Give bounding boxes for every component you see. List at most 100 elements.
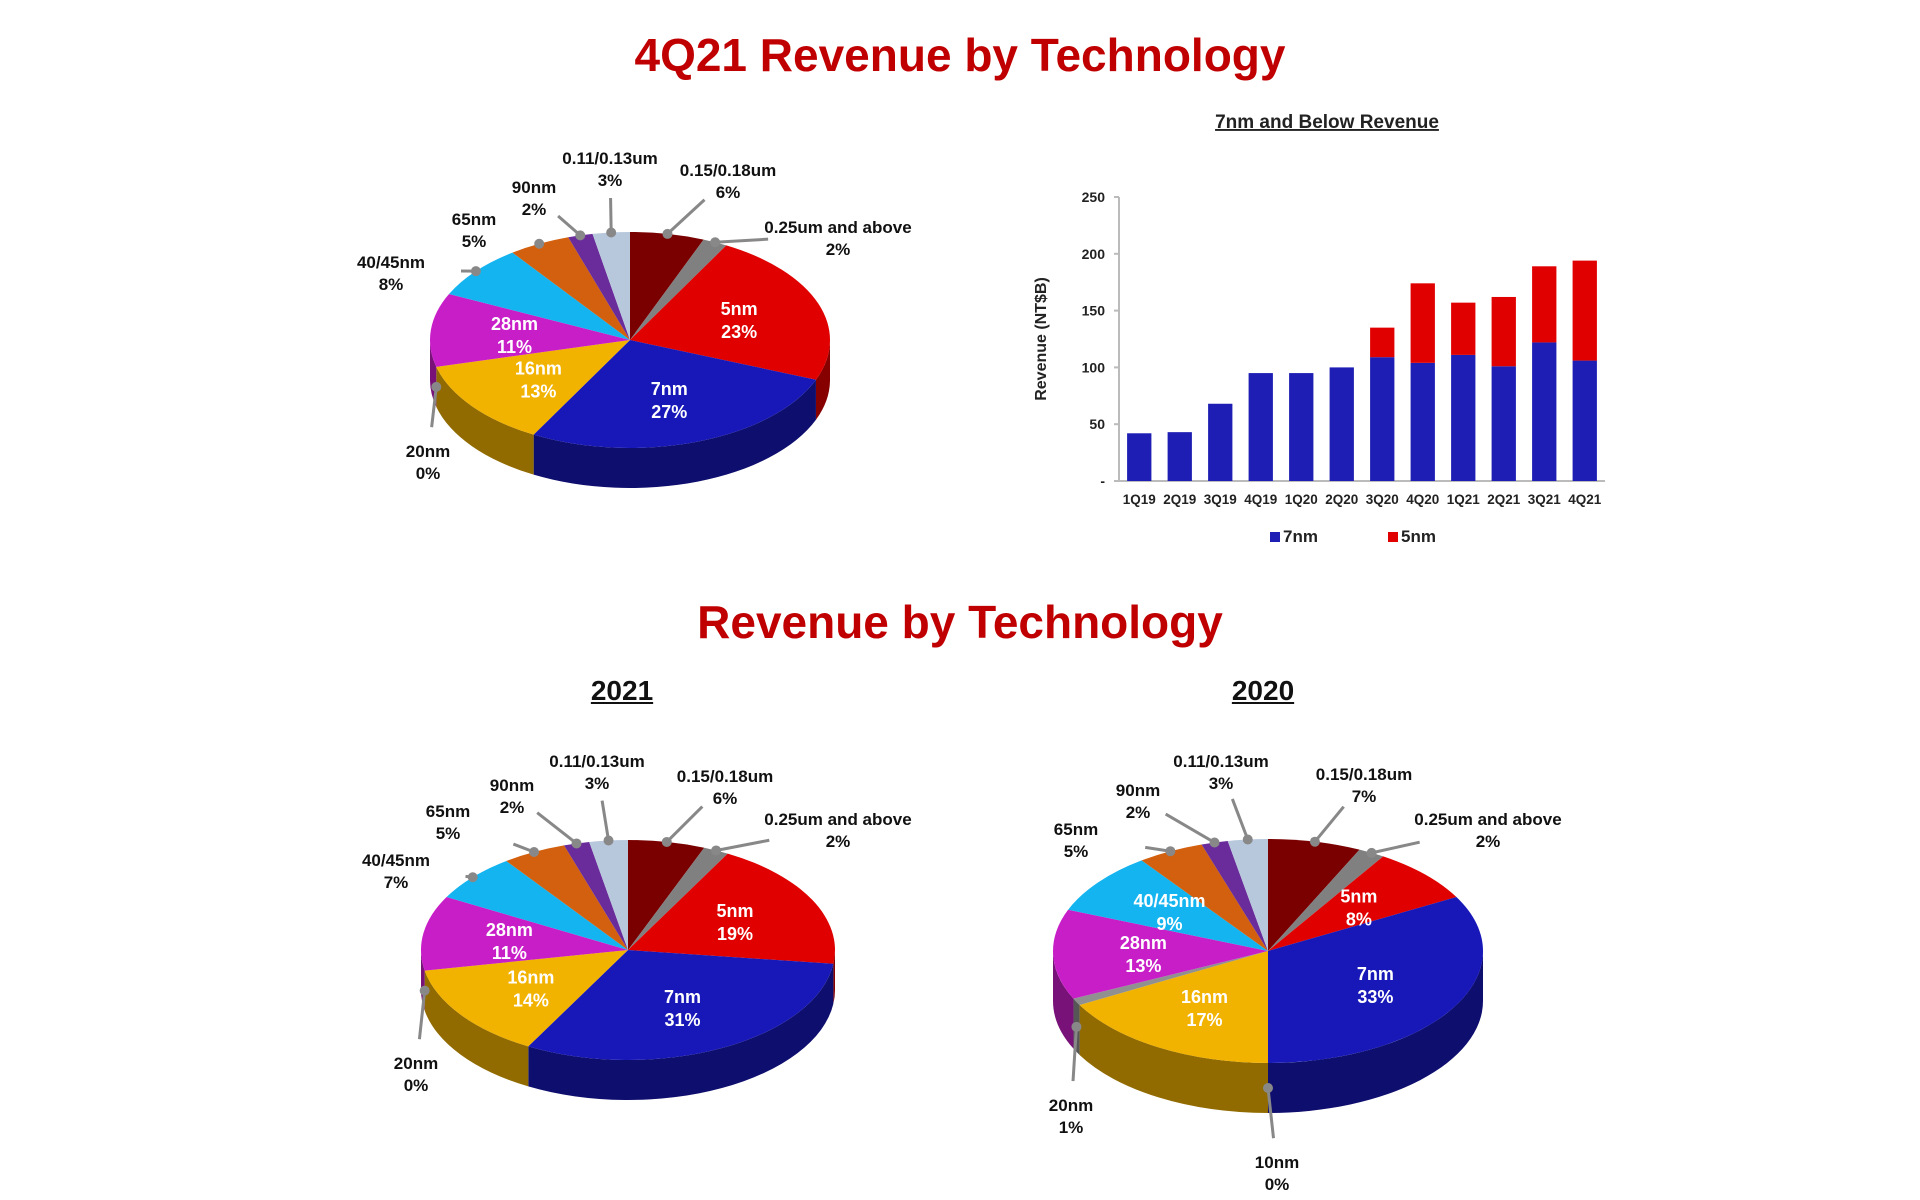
leader-dot <box>1165 846 1176 857</box>
pie-slice-20nm <box>1073 951 1268 1005</box>
pie-label-90nm-value: 2% <box>500 798 525 817</box>
leader-dot <box>571 838 582 849</box>
leader-dot <box>534 238 545 249</box>
pie-label-5nm-value: 23% <box>721 322 757 342</box>
pie-slice-90nm <box>568 233 630 340</box>
pie-slice-0-25um-and-above <box>1268 849 1384 951</box>
x-tick-label: 3Q21 <box>1528 492 1562 507</box>
legend-label-7nm: 7nm <box>1283 527 1318 546</box>
bar-chart-7nm-below: 7nm and Below Revenue - 50 100 150 200 250 Reve… <box>1033 112 1605 546</box>
title-4q21-revenue: 4Q21 Revenue by Technology <box>634 29 1286 81</box>
pie-label-65nm: 65nm <box>1054 820 1098 839</box>
leader-line <box>1266 1087 1275 1139</box>
pie-label-28nm: 28nm <box>1120 933 1167 953</box>
bar-5nm-4q21 <box>1572 260 1597 361</box>
leader-line <box>600 800 611 841</box>
pie-label-5nm: 5nm <box>716 901 753 921</box>
bar-7nm-2q21 <box>1491 366 1516 481</box>
pie-label-0-15-0-18um-value: 7% <box>1352 787 1377 806</box>
pie-label-10nm-value: 0% <box>1265 1175 1290 1194</box>
pie-chart-2020: 0.15/0.18um 7% 0.25um and above 2% 5nm 8% 7nm 3… <box>1049 752 1562 1194</box>
pie-label-5nm-value: 8% <box>1346 910 1372 930</box>
leader-dot <box>1309 836 1320 847</box>
y-tick-label: 250 <box>1082 189 1106 205</box>
pie-label-16nm: 16nm <box>1181 987 1228 1007</box>
pie-label-90nm: 90nm <box>512 178 556 197</box>
y-axis-label: Revenue (NT$B) <box>1033 277 1050 401</box>
pie-side-5nm <box>815 340 830 420</box>
leader-dot <box>1242 834 1253 845</box>
pie-label-40-45nm-value: 7% <box>384 873 409 892</box>
pie-label-16nm-value: 14% <box>513 991 549 1011</box>
pie-slice-5nm <box>1268 856 1457 951</box>
pie-slice-16nm <box>1079 951 1268 1063</box>
pie-label-65nm: 65nm <box>426 802 470 821</box>
pie-label-5nm: 5nm <box>721 299 758 319</box>
bar-7nm-3q19 <box>1208 403 1233 481</box>
bar-7nm-1q21 <box>1451 354 1476 481</box>
pie-side-28nm <box>1053 951 1074 1049</box>
pie-side-7nm <box>533 379 816 488</box>
leader-dot <box>661 836 672 847</box>
x-tick-label: 2Q19 <box>1163 492 1196 507</box>
pie-label-7nm: 7nm <box>1357 964 1394 984</box>
pie-label-0-15-0-18um: 0.15/0.18um <box>677 767 773 786</box>
pie-label-65nm-value: 5% <box>1064 842 1089 861</box>
pie-label-0-15-0-18um: 0.15/0.18um <box>1316 765 1412 784</box>
pie-side-7nm <box>1268 951 1483 1113</box>
pie-label-28nm: 28nm <box>491 314 538 334</box>
pie-slice-90nm <box>1201 840 1268 951</box>
legend-label-5nm: 5nm <box>1401 527 1436 546</box>
pie-label-20nm: 20nm <box>1049 1096 1093 1115</box>
pie-label-28nm-value: 11% <box>497 337 532 357</box>
leader-line <box>1230 798 1250 841</box>
leader-line <box>1164 812 1216 844</box>
title-revenue-by-technology: Revenue by Technology <box>697 596 1223 648</box>
y-tick-label: 200 <box>1082 246 1106 262</box>
legend-swatch-7nm <box>1270 532 1280 542</box>
pie-slice-28nm <box>421 897 628 971</box>
pie-label-20nm-value: 1% <box>1059 1118 1084 1137</box>
leader-line <box>715 237 769 244</box>
leader-dot <box>710 237 721 248</box>
pie-label-7nm: 7nm <box>651 379 688 399</box>
pie-label-7nm-value: 27% <box>651 402 687 422</box>
pie-label-40-45nm: 40/45nm <box>357 253 425 272</box>
leader-line <box>430 386 438 428</box>
pie-label-28nm: 28nm <box>486 920 533 940</box>
bar-7nm-2q19 <box>1167 432 1192 481</box>
leader-dot <box>603 835 614 846</box>
pie-slice-7nm <box>533 340 816 448</box>
leader-dot <box>606 227 617 238</box>
pie-slice-7nm <box>1268 897 1483 1063</box>
bar-7nm-1q20 <box>1289 373 1314 481</box>
pie-slice-7nm <box>528 950 834 1060</box>
pie-slice-0-25um-and-above <box>630 239 727 340</box>
leader-dot <box>1366 847 1377 858</box>
pie-2020-title: 2020 <box>1231 675 1295 706</box>
pie-label-5nm-value: 19% <box>717 924 753 944</box>
pie-label-0-25um-and-above: 0.25um and above <box>1414 810 1561 829</box>
y-tick-label: - <box>1100 473 1105 489</box>
pie-label-65nm-value: 5% <box>436 824 461 843</box>
x-tick-label: 1Q19 <box>1123 492 1156 507</box>
leader-dot <box>575 230 586 241</box>
bar-5nm-4q20 <box>1410 283 1435 363</box>
pie-label-0-11-0-13um-value: 3% <box>1209 774 1234 793</box>
pie-label-90nm: 90nm <box>490 776 534 795</box>
legend-swatch-5nm <box>1388 532 1398 542</box>
bar-7nm-3q21 <box>1532 342 1557 481</box>
pie-label-16nm: 16nm <box>507 968 554 988</box>
pie-slice-5nm <box>628 853 835 964</box>
pie-chart-4q21: 0.15/0.18um 6% 0.25um and above 2% 5nm 23% 7nm… <box>357 149 912 488</box>
pie-label-0-11-0-13um-value: 3% <box>598 171 623 190</box>
pie-label-65nm-value: 5% <box>462 232 487 251</box>
pie-slice-65nm <box>512 237 630 340</box>
leader-line <box>1071 1026 1078 1082</box>
pie-label-0-11-0-13um: 0.11/0.13um <box>549 752 644 771</box>
pie-label-0-15-0-18um: 0.15/0.18um <box>680 161 776 180</box>
pie-side-5nm <box>833 950 835 1004</box>
pie-label-40-45nm: 40/45nm <box>362 851 430 870</box>
pie-label-7nm: 7nm <box>664 987 701 1007</box>
bar-5nm-1q21 <box>1451 302 1476 355</box>
